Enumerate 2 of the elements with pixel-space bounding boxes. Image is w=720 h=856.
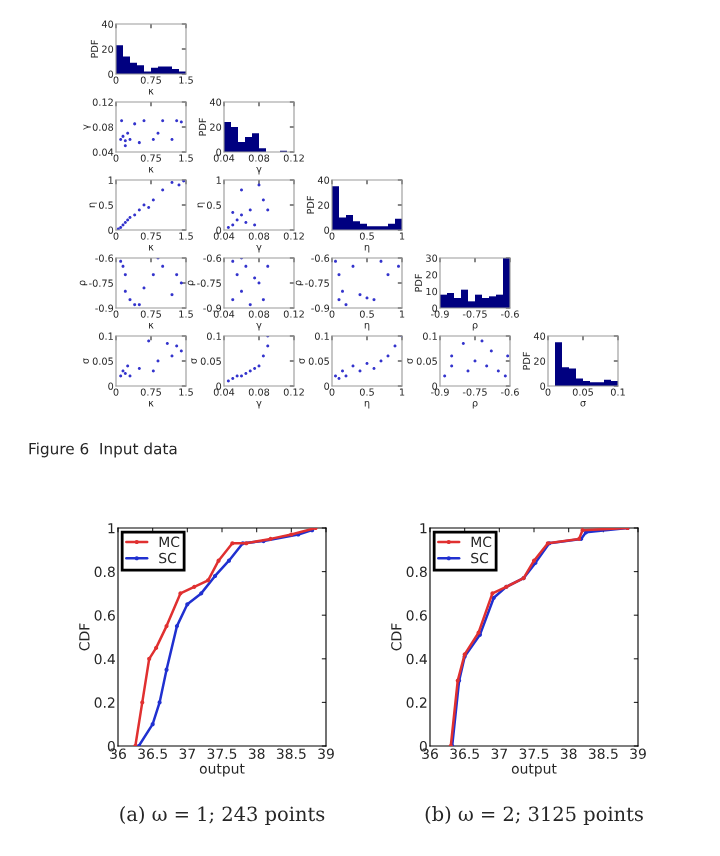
- text: (a) ω = 1; 243 points: [120, 806, 325, 825]
- text: (b) ω = 2; 3125 points: [425, 806, 643, 825]
